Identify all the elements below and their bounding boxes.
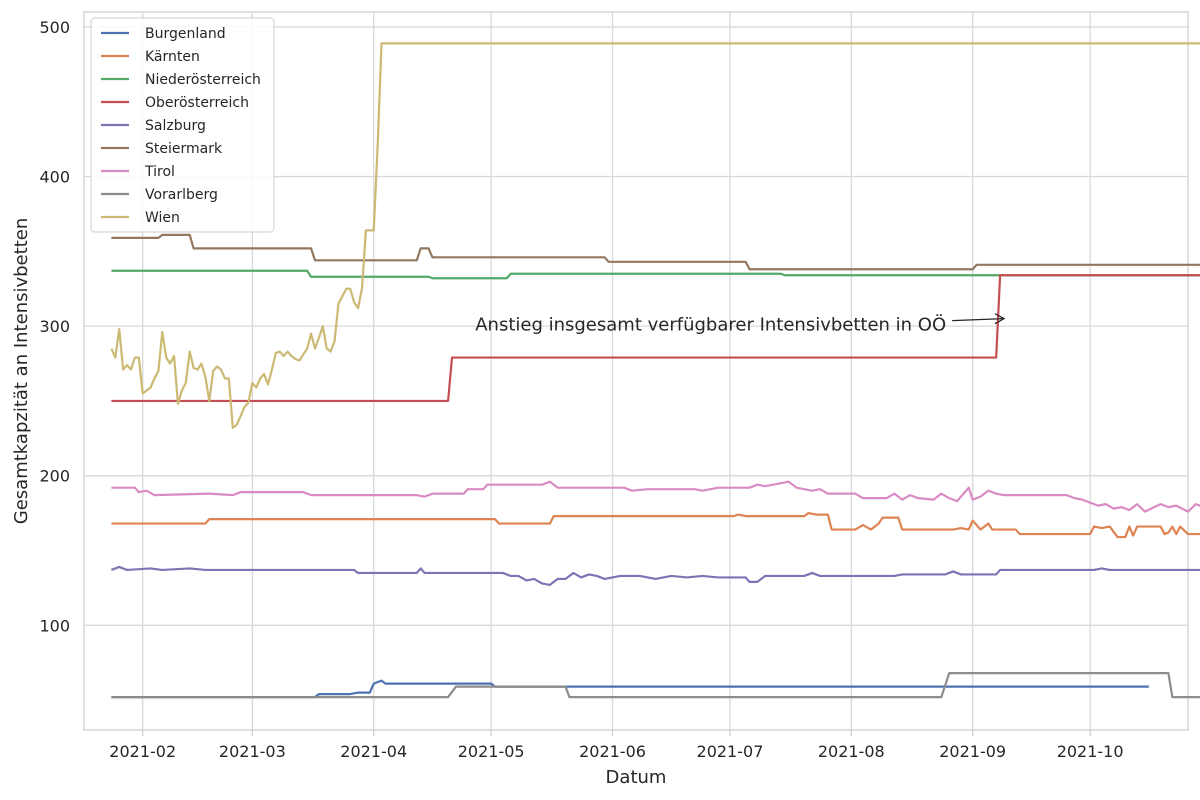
series-line-burgenland (111, 679, 1149, 699)
y-axis-label: Gesamtkapzität an Intensivbetten (11, 218, 32, 524)
annotation-arrowhead (994, 313, 1006, 325)
annotation: Anstieg insgesamt verfügbarer Intensivbe… (475, 313, 1006, 336)
series-line-salzburg (111, 565, 1200, 586)
legend-label-k-rnten: Kärnten (145, 49, 200, 65)
series-line-k-rnten (111, 512, 1200, 539)
series-line-steiermark (111, 233, 1200, 271)
legend-label-nieder-sterreich: Niederösterreich (145, 72, 261, 88)
legend-label-salzburg: Salzburg (145, 118, 206, 134)
y-axis-ticks: 100 200 300 400 500 (39, 18, 70, 635)
legend-box (90, 17, 275, 233)
series-line-ober-sterreich (111, 274, 1200, 403)
y-tick-label: 100 (39, 616, 70, 635)
x-axis-label: Datum (606, 767, 667, 788)
x-tick-label: 2021-10 (1057, 742, 1124, 761)
y-tick-label: 200 (39, 467, 70, 486)
y-tick-label: 400 (39, 168, 70, 187)
x-tick-label: 2021-02 (109, 742, 176, 761)
x-tick-label: 2021-09 (939, 742, 1006, 761)
x-tick-label: 2021-05 (458, 742, 525, 761)
x-tick-label: 2021-04 (340, 742, 407, 761)
series-lines (110, 42, 1200, 699)
annotation-text: Anstieg insgesamt verfügbarer Intensivbe… (475, 314, 946, 336)
series-line-wien (110, 42, 1200, 429)
x-axis-ticks: 2021-02 2021-03 2021-04 2021-05 2021-06 2021-… (109, 730, 1124, 761)
x-tick-label: 2021-03 (219, 742, 286, 761)
x-tick-label: 2021-06 (579, 742, 646, 761)
series-line-nieder-sterreich (111, 269, 1200, 280)
legend-label-tirol: Tirol (144, 164, 175, 180)
x-tick-label: 2021-08 (818, 742, 885, 761)
y-tick-label: 500 (39, 18, 70, 37)
x-tick-label: 2021-07 (697, 742, 764, 761)
legend-label-ober-sterreich: Oberösterreich (145, 95, 249, 111)
y-tick-label: 300 (39, 317, 70, 336)
legend: Burgenland Kärnten Niederösterreich Oberöst… (90, 17, 275, 233)
legend-label-vorarlberg: Vorarlberg (145, 187, 218, 203)
annotation-arrow (952, 317, 1005, 322)
legend-label-burgenland: Burgenland (145, 26, 226, 42)
series-line-vorarlberg (111, 672, 1200, 699)
series-line-tirol (111, 480, 1200, 513)
legend-label-wien: Wien (145, 210, 180, 226)
legend-label-steiermark: Steiermark (145, 141, 223, 157)
